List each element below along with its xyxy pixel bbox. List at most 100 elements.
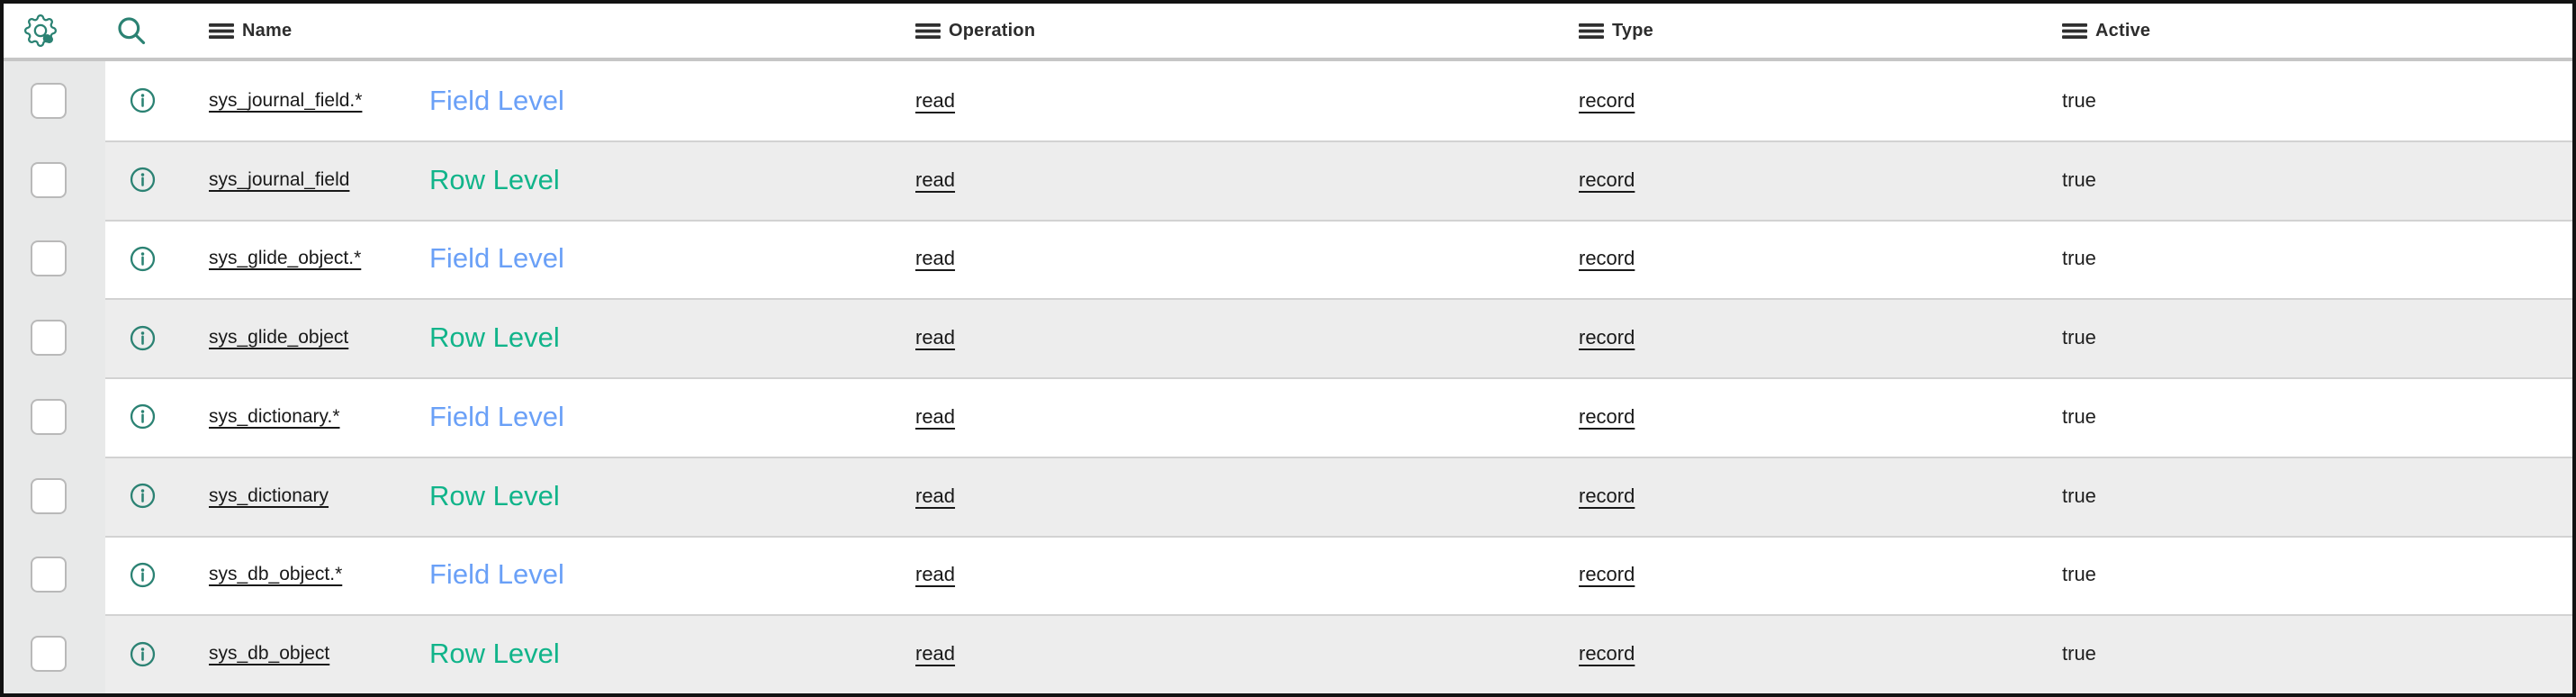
type-link[interactable]: record: [1579, 642, 1635, 665]
record-name-link[interactable]: sys_db_object.*: [209, 564, 343, 585]
record-name-link[interactable]: sys_glide_object: [209, 327, 349, 348]
column-header-label: Active: [2095, 20, 2151, 41]
operation-link[interactable]: read: [915, 326, 956, 349]
row-level-cell: Row Level: [429, 140, 915, 220]
row-level-cell: Field Level: [429, 377, 915, 457]
record-name-link[interactable]: sys_db_object: [209, 643, 330, 665]
table-row: sys_db_object Row Level read record true: [4, 614, 2572, 693]
active-value: true: [2062, 326, 2096, 349]
type-link[interactable]: record: [1579, 88, 1635, 112]
row-type-cell: record: [1579, 457, 2062, 536]
row-name-cell: sys_dictionary.*: [209, 377, 429, 457]
search-button[interactable]: [115, 14, 148, 47]
row-checkbox[interactable]: [31, 477, 67, 514]
info-icon[interactable]: [130, 246, 156, 272]
column-header-active[interactable]: Active: [2062, 4, 2572, 58]
row-info-cell: [105, 377, 209, 457]
type-link[interactable]: record: [1579, 167, 1635, 191]
record-name-link[interactable]: sys_journal_field: [209, 168, 350, 190]
operation-link[interactable]: read: [915, 404, 956, 428]
row-checkbox[interactable]: [31, 320, 67, 357]
operation-link[interactable]: read: [915, 563, 956, 586]
row-type-cell: record: [1579, 298, 2062, 377]
acl-level-label: Field Level: [429, 242, 564, 275]
type-link[interactable]: record: [1579, 563, 1635, 586]
operation-link[interactable]: read: [915, 88, 956, 112]
gear-button[interactable]: [24, 14, 57, 47]
type-link[interactable]: record: [1579, 484, 1635, 507]
record-name-link[interactable]: sys_glide_object.*: [209, 248, 362, 269]
row-checkbox[interactable]: [31, 557, 67, 593]
row-select-cell: [4, 614, 105, 693]
operation-link[interactable]: read: [915, 247, 956, 270]
info-icon[interactable]: [130, 562, 156, 588]
info-icon[interactable]: [130, 87, 156, 113]
operation-link[interactable]: read: [915, 642, 956, 665]
row-type-cell: record: [1579, 377, 2062, 457]
table-row: sys_journal_field Row Level read record …: [4, 140, 2572, 220]
column-menu-icon: [209, 23, 234, 39]
row-active-cell: true: [2062, 536, 2572, 615]
row-active-cell: true: [2062, 377, 2572, 457]
search-icon: [115, 14, 148, 47]
active-value: true: [2062, 167, 2096, 191]
row-name-cell: sys_journal_field: [209, 140, 429, 220]
row-active-cell: true: [2062, 61, 2572, 140]
row-checkbox[interactable]: [31, 240, 67, 277]
row-info-cell: [105, 140, 209, 220]
row-name-cell: sys_glide_object: [209, 298, 429, 377]
info-icon[interactable]: [130, 403, 156, 430]
row-level-cell: Field Level: [429, 220, 915, 299]
row-operation-cell: read: [915, 377, 1579, 457]
column-header-name[interactable]: Name: [209, 4, 915, 58]
row-name-cell: sys_db_object: [209, 614, 429, 693]
row-info-cell: [105, 457, 209, 536]
row-operation-cell: read: [915, 220, 1579, 299]
record-name-link[interactable]: sys_dictionary: [209, 484, 329, 506]
info-icon[interactable]: [130, 325, 156, 351]
type-link[interactable]: record: [1579, 404, 1635, 428]
type-link[interactable]: record: [1579, 326, 1635, 349]
row-operation-cell: read: [915, 140, 1579, 220]
row-select-cell: [4, 219, 105, 299]
row-info-cell: [105, 536, 209, 615]
row-name-cell: sys_db_object.*: [209, 536, 429, 615]
row-select-cell: [4, 535, 105, 615]
acl-level-label: Row Level: [429, 163, 560, 195]
row-operation-cell: read: [915, 614, 1579, 693]
operation-link[interactable]: read: [915, 484, 956, 507]
row-info-cell: [105, 614, 209, 693]
row-checkbox[interactable]: [31, 161, 67, 198]
row-checkbox[interactable]: [31, 82, 67, 119]
column-header-type[interactable]: Type: [1579, 4, 2062, 58]
list-header: Name Operation Type: [4, 4, 2572, 61]
active-value: true: [2062, 563, 2096, 586]
type-link[interactable]: record: [1579, 247, 1635, 270]
row-checkbox[interactable]: [31, 398, 67, 435]
column-menu-icon: [1579, 23, 1604, 39]
active-value: true: [2062, 88, 2096, 112]
list-search-cell: [105, 4, 209, 58]
row-active-cell: true: [2062, 457, 2572, 536]
table-row: sys_db_object.* Field Level read record …: [4, 535, 2572, 615]
row-name-cell: sys_glide_object.*: [209, 220, 429, 299]
row-select-cell: [4, 377, 105, 457]
info-icon[interactable]: [130, 167, 156, 193]
acl-level-label: Row Level: [429, 638, 560, 670]
row-info-cell: [105, 61, 209, 140]
list-settings-cell: [4, 4, 105, 58]
row-operation-cell: read: [915, 61, 1579, 140]
row-checkbox[interactable]: [31, 636, 67, 673]
record-name-link[interactable]: sys_dictionary.*: [209, 405, 340, 427]
row-type-cell: record: [1579, 140, 2062, 220]
operation-link[interactable]: read: [915, 167, 956, 191]
record-name-link[interactable]: sys_journal_field.*: [209, 89, 363, 111]
row-level-cell: Row Level: [429, 457, 915, 536]
column-menu-icon: [915, 23, 941, 39]
info-icon[interactable]: [130, 641, 156, 667]
row-select-cell: [4, 140, 105, 220]
table-row: sys_glide_object.* Field Level read reco…: [4, 219, 2572, 299]
column-header-operation[interactable]: Operation: [915, 4, 1579, 58]
row-active-cell: true: [2062, 614, 2572, 693]
info-icon[interactable]: [130, 483, 156, 509]
